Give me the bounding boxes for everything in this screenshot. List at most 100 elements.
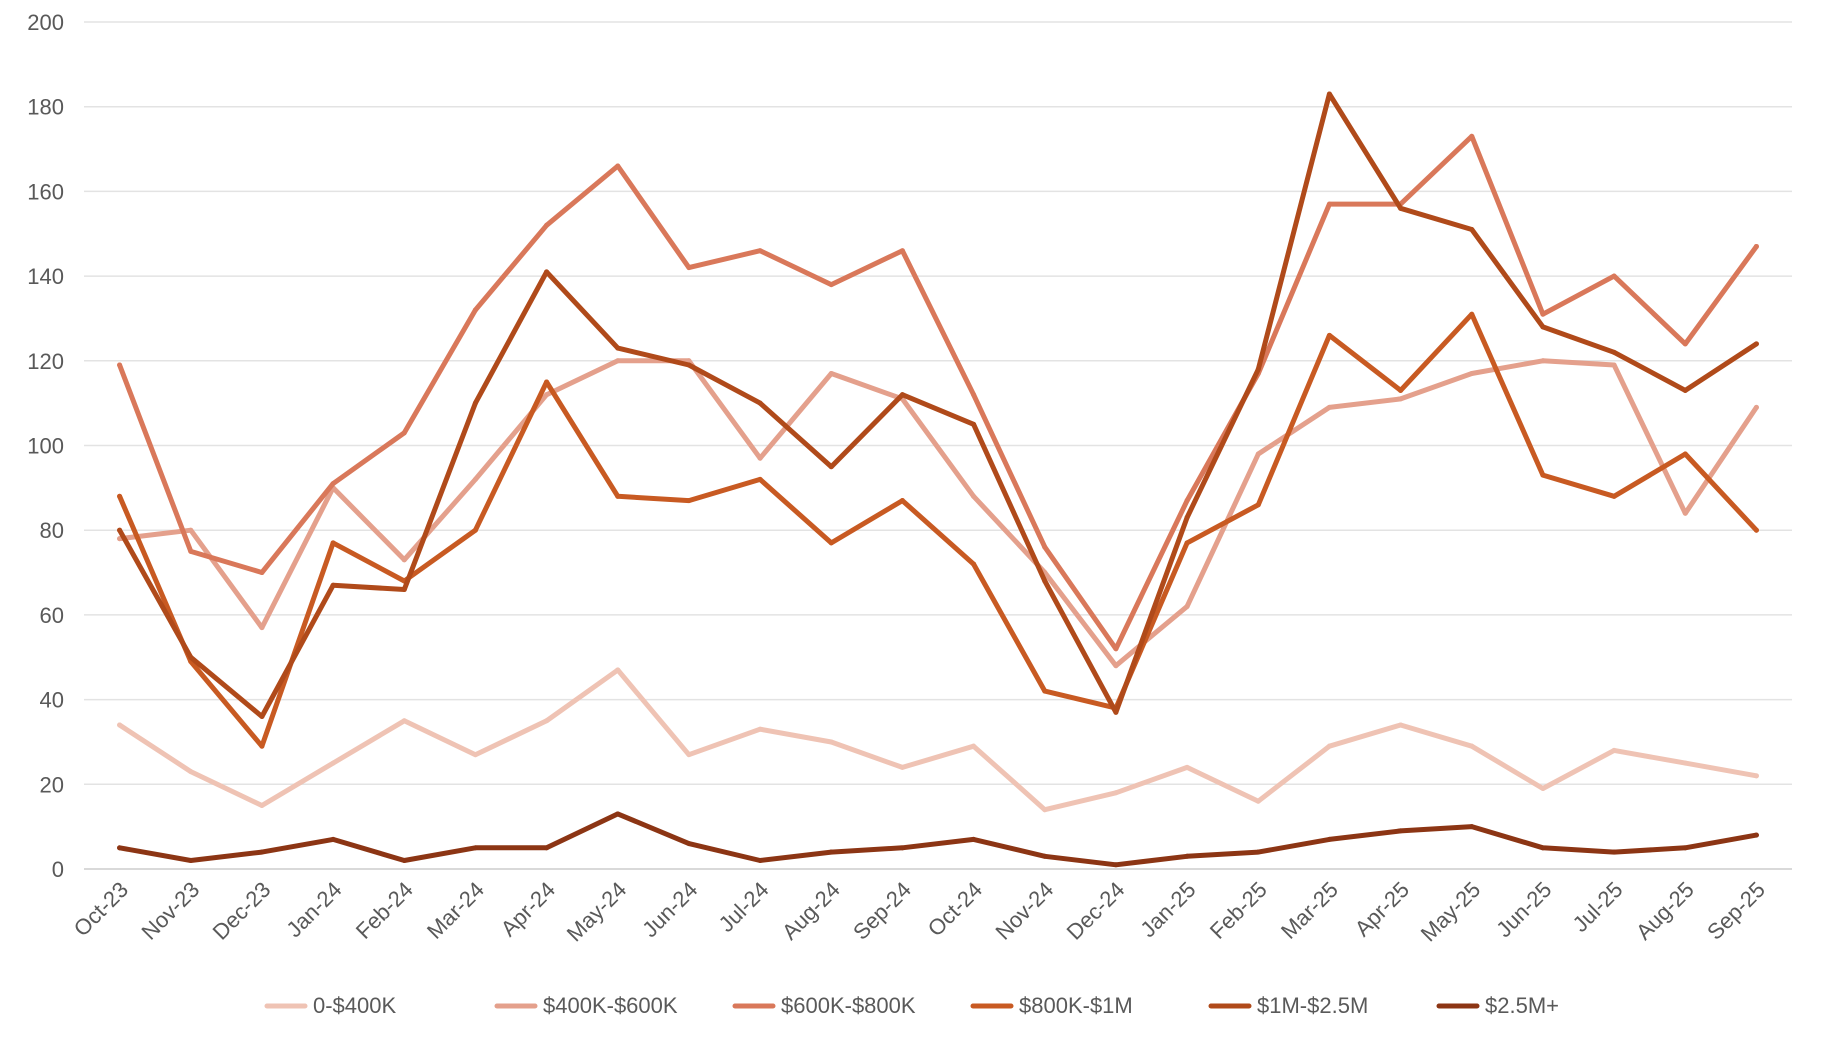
data-point bbox=[472, 527, 478, 533]
y-tick-label: 20 bbox=[40, 772, 64, 797]
data-point bbox=[472, 845, 478, 851]
series-line bbox=[117, 311, 1759, 749]
series-5 bbox=[117, 811, 1759, 868]
data-point bbox=[117, 362, 123, 368]
data-point bbox=[1540, 311, 1546, 317]
data-point bbox=[117, 722, 123, 728]
data-point bbox=[1184, 514, 1190, 520]
y-tick-label: 180 bbox=[27, 95, 64, 120]
data-point bbox=[1326, 404, 1332, 410]
data-point bbox=[971, 392, 977, 398]
data-point bbox=[401, 430, 407, 436]
data-point bbox=[544, 845, 550, 851]
data-point bbox=[1540, 845, 1546, 851]
data-point bbox=[1398, 205, 1404, 211]
data-point bbox=[1255, 451, 1261, 457]
data-point bbox=[615, 811, 621, 817]
x-tick-label: Jan-25 bbox=[1135, 877, 1200, 942]
data-point bbox=[259, 625, 265, 631]
data-point bbox=[828, 371, 834, 377]
data-point bbox=[1753, 243, 1759, 249]
legend-label: $800K-$1M bbox=[1019, 993, 1133, 1018]
data-point bbox=[1611, 362, 1617, 368]
data-point bbox=[1398, 387, 1404, 393]
data-point bbox=[1398, 396, 1404, 402]
data-point bbox=[472, 752, 478, 758]
data-point bbox=[544, 392, 550, 398]
legend-label: $1M-$2.5M bbox=[1257, 993, 1368, 1018]
data-point bbox=[1540, 324, 1546, 330]
data-point bbox=[686, 841, 692, 847]
data-point bbox=[828, 464, 834, 470]
data-point bbox=[1255, 798, 1261, 804]
data-point bbox=[1042, 688, 1048, 694]
x-tick-label: Jul-24 bbox=[714, 877, 774, 937]
data-point bbox=[188, 548, 194, 554]
data-point bbox=[971, 493, 977, 499]
data-point bbox=[188, 858, 194, 864]
x-tick-label: Sep-24 bbox=[848, 877, 916, 945]
data-point bbox=[1682, 760, 1688, 766]
data-point bbox=[971, 421, 977, 427]
x-tick-label: Mar-24 bbox=[422, 877, 489, 944]
x-tick-label: Nov-24 bbox=[990, 877, 1058, 945]
data-point bbox=[757, 400, 763, 406]
data-point bbox=[1113, 663, 1119, 669]
data-point bbox=[117, 527, 123, 533]
x-tick-label: Jan-24 bbox=[281, 877, 346, 942]
data-point bbox=[899, 248, 905, 254]
legend-label: $2.5M+ bbox=[1485, 993, 1559, 1018]
data-point bbox=[1042, 578, 1048, 584]
legend-item-1: $400K-$600K bbox=[494, 993, 678, 1018]
data-point bbox=[757, 858, 763, 864]
data-point bbox=[1042, 853, 1048, 859]
data-point bbox=[1611, 747, 1617, 753]
legend-label: $600K-$800K bbox=[781, 993, 916, 1018]
data-point bbox=[1326, 836, 1332, 842]
data-point bbox=[615, 345, 621, 351]
data-point bbox=[1113, 790, 1119, 796]
data-point bbox=[1326, 91, 1332, 97]
data-point bbox=[330, 836, 336, 842]
data-point bbox=[1540, 358, 1546, 364]
data-point bbox=[1255, 366, 1261, 372]
data-point bbox=[899, 845, 905, 851]
data-point bbox=[1113, 709, 1119, 715]
data-point bbox=[1326, 743, 1332, 749]
x-tick-label: May-24 bbox=[562, 877, 632, 947]
data-point bbox=[615, 667, 621, 673]
data-point bbox=[1469, 371, 1475, 377]
data-point bbox=[1611, 349, 1617, 355]
data-point bbox=[1753, 773, 1759, 779]
x-tick-label: Apr-25 bbox=[1350, 877, 1414, 941]
data-point bbox=[1753, 341, 1759, 347]
series-line bbox=[117, 811, 1759, 868]
x-tick-label: Apr-24 bbox=[496, 877, 560, 941]
data-point bbox=[1184, 540, 1190, 546]
x-tick-label: Oct-24 bbox=[923, 877, 987, 941]
data-point bbox=[828, 739, 834, 745]
y-tick-label: 0 bbox=[52, 857, 64, 882]
data-point bbox=[828, 540, 834, 546]
data-point bbox=[401, 858, 407, 864]
data-point bbox=[472, 307, 478, 313]
legend: 0-$400K $400K-$600K $600K-$800K $800K-$1M $1… bbox=[264, 993, 1559, 1018]
data-point bbox=[1753, 404, 1759, 410]
data-point bbox=[1398, 828, 1404, 834]
data-point bbox=[1113, 862, 1119, 868]
data-point bbox=[1469, 743, 1475, 749]
x-tick-label: Aug-24 bbox=[777, 877, 845, 945]
data-point bbox=[259, 570, 265, 576]
y-tick-label: 100 bbox=[27, 434, 64, 459]
x-tick-label: Feb-24 bbox=[351, 877, 418, 944]
legend-item-2: $600K-$800K bbox=[732, 993, 916, 1018]
data-point bbox=[1682, 510, 1688, 516]
legend-item-4: $1M-$2.5M bbox=[1208, 993, 1368, 1018]
series-2 bbox=[117, 133, 1759, 652]
data-point bbox=[1113, 646, 1119, 652]
data-point bbox=[686, 752, 692, 758]
x-tick-label: Oct-23 bbox=[69, 877, 133, 941]
data-point bbox=[615, 493, 621, 499]
data-point bbox=[757, 476, 763, 482]
data-point bbox=[615, 163, 621, 169]
